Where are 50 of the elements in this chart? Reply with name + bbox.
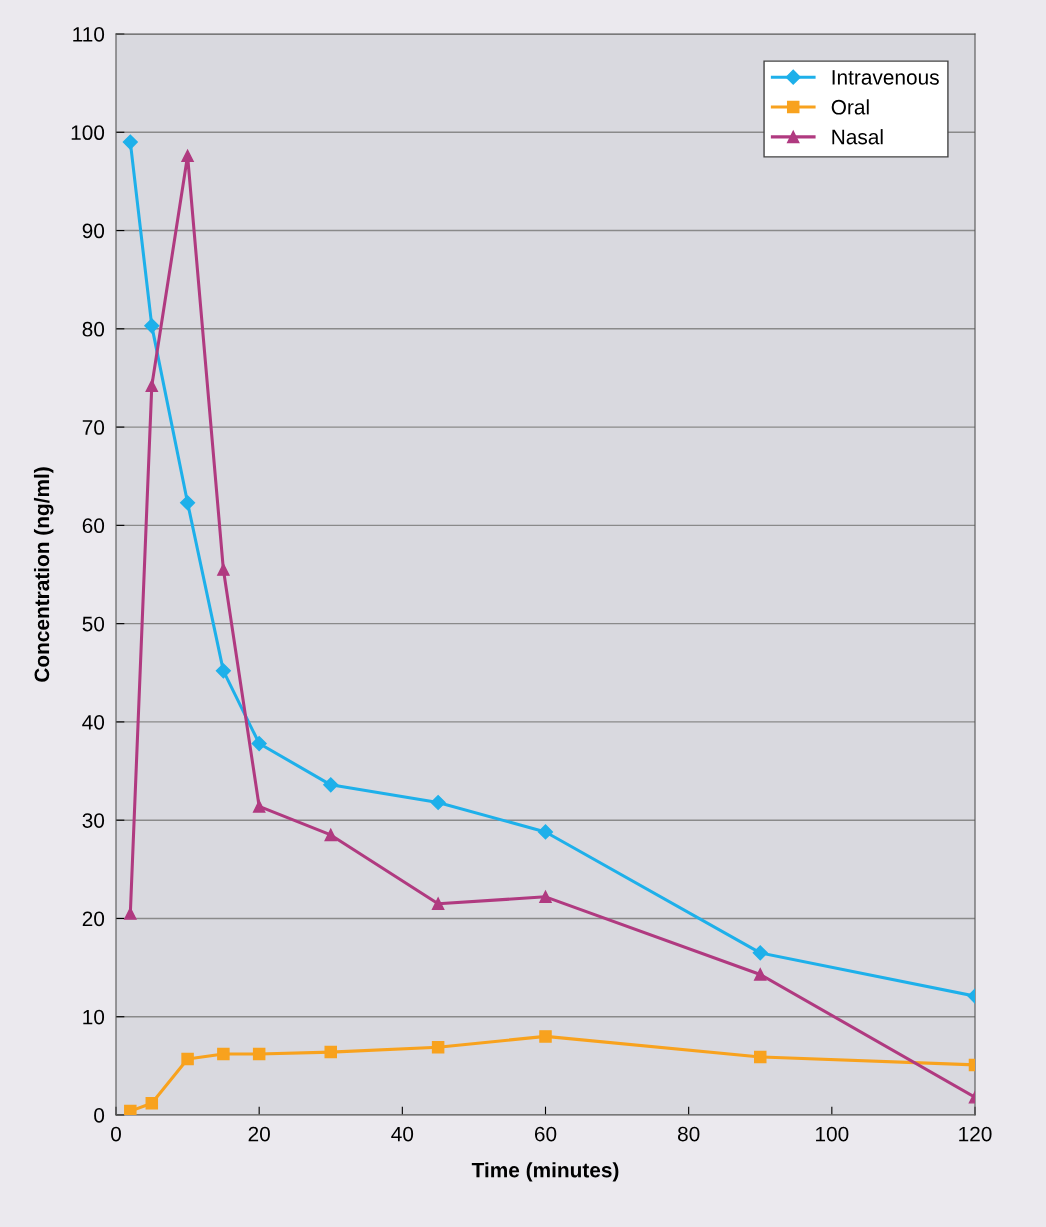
- point: [324, 1045, 338, 1059]
- y-tick-label: 90: [82, 223, 105, 239]
- point: [145, 379, 159, 393]
- point: [144, 318, 160, 334]
- x-axis-title: Time (minutes): [471, 1162, 619, 1182]
- point: [217, 563, 230, 576]
- point: [251, 735, 267, 752]
- point: [122, 134, 138, 150]
- y-tick-label: 80: [82, 321, 105, 337]
- y-tick-label: 30: [82, 813, 105, 828]
- x-tick-label: 20: [248, 1126, 270, 1142]
- point: [537, 824, 554, 840]
- x-tick-label: 0: [111, 1126, 121, 1142]
- y-tick-label: 0: [94, 1108, 105, 1123]
- point: [180, 495, 196, 511]
- point: [431, 897, 445, 910]
- point: [752, 945, 768, 961]
- point: [431, 1040, 445, 1054]
- point: [324, 828, 338, 842]
- x-tick-label: 120: [959, 1126, 992, 1142]
- point: [539, 890, 552, 904]
- x-tick-label: 40: [391, 1126, 414, 1142]
- legend-label: Oral: [831, 99, 869, 115]
- y-tick-label: 60: [82, 518, 105, 534]
- point: [217, 1047, 230, 1061]
- point: [430, 794, 446, 811]
- x-tick-label: 80: [677, 1126, 700, 1142]
- y-axis-title: Concentration (ng/ml): [33, 467, 54, 682]
- x-tick-label: 100: [816, 1126, 849, 1142]
- point: [124, 1104, 137, 1115]
- point: [539, 1030, 552, 1043]
- legend-label: Intravenous: [832, 70, 939, 85]
- y-tick-label: 110: [73, 27, 105, 42]
- y-tick-label: 70: [82, 420, 105, 435]
- legend-label: Nasal: [832, 129, 883, 145]
- point: [753, 1050, 767, 1064]
- point: [252, 1047, 266, 1061]
- point: [181, 1052, 194, 1066]
- point: [181, 149, 194, 163]
- point: [323, 777, 339, 793]
- y-tick-label: 50: [82, 616, 105, 632]
- point: [215, 663, 231, 679]
- point: [252, 800, 266, 813]
- y-tick-label: 40: [82, 714, 105, 730]
- point: [145, 1096, 159, 1110]
- x-tick-label: 60: [534, 1126, 557, 1142]
- point: [753, 968, 767, 981]
- y-tick-label: 20: [82, 911, 105, 927]
- y-tick-label: 100: [71, 125, 105, 141]
- y-tick-label: 10: [83, 1009, 105, 1025]
